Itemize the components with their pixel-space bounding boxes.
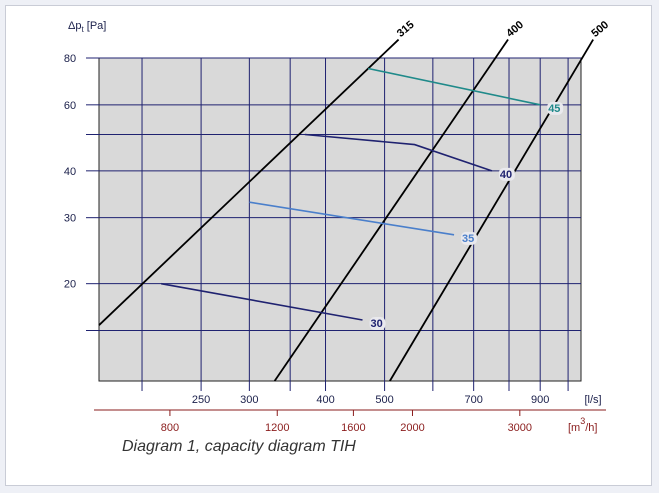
series-label-30: 30 — [371, 318, 383, 330]
y-tick-label: 20 — [64, 279, 76, 291]
duct-line-400 — [273, 39, 509, 382]
x-tick-label: 900 — [531, 394, 549, 406]
series-label-bg — [461, 231, 478, 245]
x-tick-label: 400 — [316, 394, 334, 406]
m3h-tick-label: 1200 — [265, 422, 289, 434]
duct-label-315: 315 — [395, 19, 417, 40]
x-tick-label: 700 — [464, 394, 482, 406]
tick-labels: 20 30 40 60 80 250 300 400 500 700 900 [l/s] 800 1200… — [64, 19, 611, 434]
series-label-bg — [498, 167, 515, 181]
x-tick-label: 300 — [240, 394, 258, 406]
y-tick-label: 60 — [64, 100, 76, 112]
m3h-tick-label: 1600 — [341, 422, 365, 434]
duct-lines — [98, 38, 594, 382]
x-tick-label: 500 — [375, 394, 393, 406]
series-line-45 — [368, 67, 541, 106]
duct-line-500 — [389, 39, 594, 382]
y-axis-label: Δpt [Pa] — [68, 20, 106, 34]
duct-label-400: 400 — [504, 19, 526, 40]
series-label-45: 45 — [548, 103, 560, 115]
duct-label-500: 500 — [589, 19, 611, 40]
x-unit-label: [l/s] — [584, 394, 601, 406]
plot-area — [98, 57, 582, 382]
series-line-35 — [249, 201, 455, 236]
chart-frame: 20 30 40 60 80 250 300 400 500 700 900 [l/s] 800 1200… — [5, 5, 652, 486]
m3h-unit-label: [m3/h] — [568, 416, 597, 434]
series-label-35: 35 — [462, 233, 474, 245]
m3h-axis — [94, 409, 606, 416]
m3h-tick-label: 800 — [161, 422, 179, 434]
y-tick-label: 80 — [64, 53, 76, 65]
series-lines — [161, 67, 541, 321]
capacity-chart: 20 30 40 60 80 250 300 400 500 700 900 [l/s] 800 1200… — [64, 19, 611, 434]
x-tick-label: 250 — [192, 394, 210, 406]
series-label-40: 40 — [500, 169, 512, 181]
duct-line-315 — [98, 38, 400, 326]
series-line-30 — [161, 282, 363, 321]
series-label-bg — [547, 101, 564, 115]
chart-caption: Diagram 1, capacity diagram TIH — [122, 438, 356, 455]
m3h-tick-label: 2000 — [400, 422, 424, 434]
y-tick-label: 40 — [64, 166, 76, 178]
y-tick-label: 30 — [64, 213, 76, 225]
m3h-tick-label: 3000 — [508, 422, 532, 434]
series-line-40 — [304, 133, 493, 172]
series-label-bg — [369, 317, 386, 331]
